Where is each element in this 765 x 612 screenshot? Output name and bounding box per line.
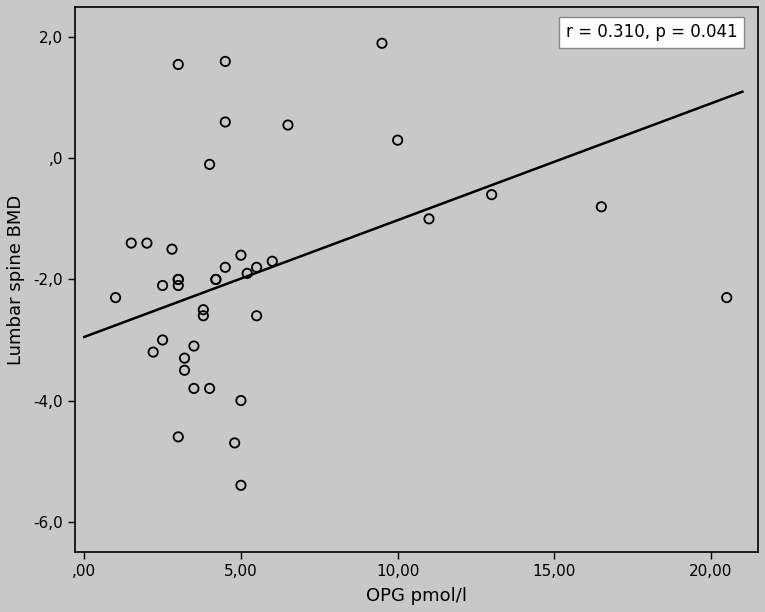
Point [178, 365, 190, 375]
Point [229, 438, 241, 448]
Point [172, 275, 184, 285]
Point [203, 384, 216, 394]
Point [235, 395, 247, 405]
Point [210, 275, 222, 285]
Point [166, 244, 178, 254]
Point [235, 480, 247, 490]
Point [210, 275, 222, 285]
Point [157, 280, 169, 290]
Point [423, 214, 435, 224]
X-axis label: OPG pmol/l: OPG pmol/l [366, 587, 467, 605]
Point [187, 384, 200, 394]
Point [266, 256, 278, 266]
Point [172, 59, 184, 69]
Point [125, 238, 138, 248]
Point [172, 280, 184, 290]
Point [172, 432, 184, 442]
Y-axis label: Lumbar spine BMD: Lumbar spine BMD [7, 194, 25, 365]
Point [282, 120, 294, 130]
Point [250, 311, 262, 321]
Point [109, 293, 122, 302]
Point [235, 250, 247, 260]
Point [219, 56, 231, 66]
Point [203, 160, 216, 170]
Point [241, 269, 253, 278]
Point [376, 39, 388, 48]
Point [147, 347, 159, 357]
Point [141, 238, 153, 248]
Point [595, 202, 607, 212]
Point [172, 275, 184, 285]
Point [250, 263, 262, 272]
Point [486, 190, 498, 200]
Point [219, 263, 231, 272]
Point [187, 341, 200, 351]
Point [178, 353, 190, 363]
Point [157, 335, 169, 345]
Point [392, 135, 404, 145]
Point [197, 311, 210, 321]
Point [219, 117, 231, 127]
Point [197, 305, 210, 315]
Point [721, 293, 733, 302]
Text: r = 0.310, p = 0.041: r = 0.310, p = 0.041 [566, 23, 737, 41]
